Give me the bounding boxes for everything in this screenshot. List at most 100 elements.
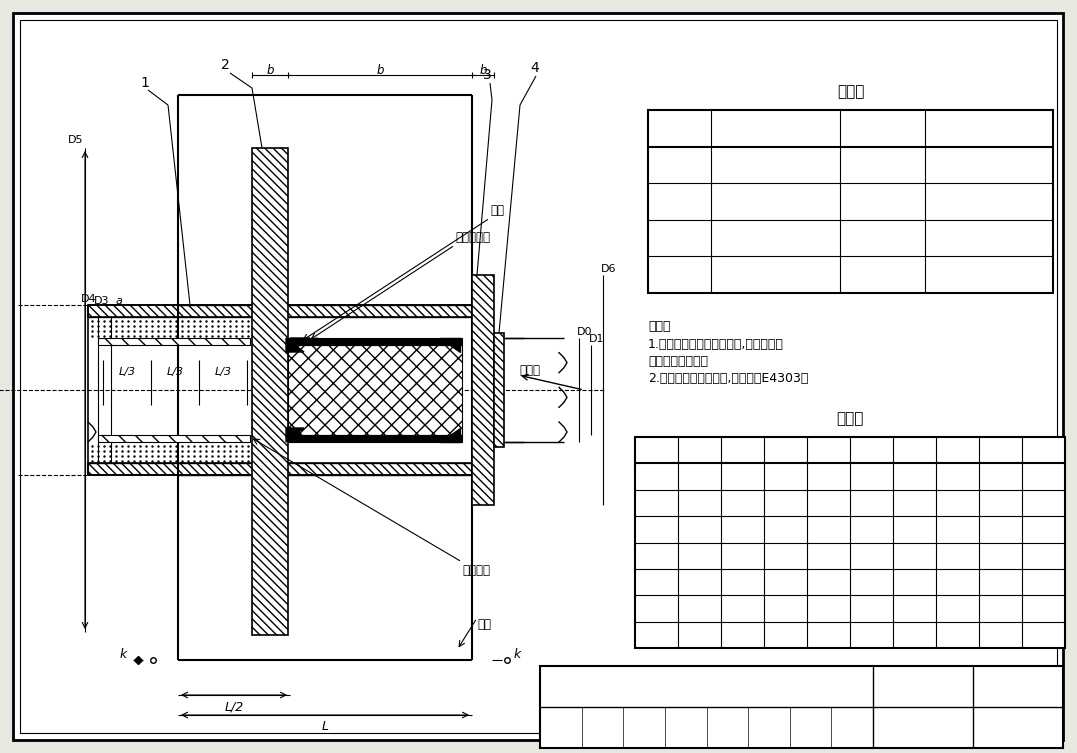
Text: D5: D5 bbox=[68, 135, 84, 145]
Text: 数 量: 数 量 bbox=[873, 122, 893, 135]
Text: 89: 89 bbox=[693, 523, 707, 536]
Text: 123: 123 bbox=[817, 496, 840, 510]
Text: k: k bbox=[514, 648, 520, 661]
Polygon shape bbox=[440, 428, 460, 442]
Bar bbox=[88, 463, 477, 475]
Text: L/3: L/3 bbox=[118, 367, 136, 377]
Text: 50: 50 bbox=[649, 470, 663, 483]
Text: 编 号: 编 号 bbox=[670, 122, 689, 135]
Text: 6: 6 bbox=[1039, 602, 1047, 615]
Text: b: b bbox=[266, 63, 274, 77]
Text: 100: 100 bbox=[645, 549, 668, 562]
Text: 图集号: 图集号 bbox=[881, 681, 900, 691]
Text: 固定法兰: 固定法兰 bbox=[760, 232, 791, 245]
Text: 75.5: 75.5 bbox=[686, 496, 713, 510]
Text: DN: DN bbox=[647, 444, 666, 456]
Text: a: a bbox=[115, 296, 123, 306]
Text: 225: 225 bbox=[861, 470, 883, 483]
Text: 161: 161 bbox=[817, 549, 840, 562]
Text: b: b bbox=[479, 63, 487, 77]
Text: 和固定法兰焊接。: 和固定法兰焊接。 bbox=[648, 355, 708, 368]
Text: 125: 125 bbox=[645, 575, 668, 589]
Bar bbox=[252, 148, 288, 635]
Text: 133: 133 bbox=[688, 575, 711, 589]
Text: 1: 1 bbox=[141, 76, 150, 90]
Polygon shape bbox=[440, 338, 460, 352]
Text: D: D bbox=[774, 442, 783, 455]
Text: 6: 6 bbox=[1039, 575, 1047, 589]
Bar bbox=[540, 666, 1063, 748]
Text: 1: 1 bbox=[879, 232, 886, 245]
Text: b: b bbox=[996, 444, 1005, 456]
Text: 275: 275 bbox=[817, 628, 840, 642]
Text: 223: 223 bbox=[904, 470, 926, 483]
Text: 1: 1 bbox=[879, 268, 886, 281]
Text: 221: 221 bbox=[817, 602, 840, 615]
Text: 8: 8 bbox=[1039, 628, 1047, 642]
Text: 材料表: 材料表 bbox=[837, 84, 864, 99]
Bar bbox=[98, 338, 250, 345]
Text: 汁枫: 汁枫 bbox=[638, 722, 651, 733]
Text: D: D bbox=[817, 442, 826, 455]
Text: D4: D4 bbox=[81, 294, 97, 304]
Text: L: L bbox=[322, 721, 328, 733]
Text: L/3: L/3 bbox=[214, 367, 232, 377]
Text: 4: 4 bbox=[1039, 496, 1047, 510]
Bar bbox=[648, 110, 1053, 293]
Text: 1: 1 bbox=[743, 448, 750, 458]
Text: 钢制套管: 钢制套管 bbox=[760, 158, 791, 172]
Polygon shape bbox=[286, 428, 304, 442]
Bar bbox=[98, 435, 250, 442]
Text: 12: 12 bbox=[993, 628, 1008, 642]
Text: 3.5: 3.5 bbox=[948, 470, 967, 483]
Bar bbox=[88, 305, 477, 317]
Text: 0: 0 bbox=[700, 448, 707, 458]
Text: D: D bbox=[731, 442, 741, 455]
Text: 4: 4 bbox=[1039, 470, 1047, 483]
Text: 80: 80 bbox=[649, 523, 663, 536]
Text: D6: D6 bbox=[601, 264, 617, 274]
Bar bbox=[178, 475, 472, 660]
Text: 16: 16 bbox=[1010, 721, 1026, 734]
Text: a: a bbox=[953, 444, 962, 456]
Text: 页: 页 bbox=[849, 722, 855, 733]
Text: 108: 108 bbox=[688, 549, 711, 562]
Text: 109: 109 bbox=[731, 549, 754, 562]
Polygon shape bbox=[290, 338, 310, 352]
Text: Q235-A: Q235-A bbox=[966, 195, 1012, 208]
Text: 3: 3 bbox=[482, 68, 491, 82]
Text: D1: D1 bbox=[589, 334, 605, 344]
Text: 6: 6 bbox=[954, 575, 962, 589]
Text: 10: 10 bbox=[993, 602, 1008, 615]
Text: 61: 61 bbox=[735, 470, 750, 483]
Text: Q235-A: Q235-A bbox=[966, 158, 1012, 172]
Text: 250: 250 bbox=[861, 523, 883, 536]
Text: 10: 10 bbox=[993, 470, 1008, 483]
Bar bbox=[88, 338, 250, 442]
Text: 1: 1 bbox=[879, 158, 886, 172]
Text: L/2: L/2 bbox=[224, 700, 243, 714]
Text: 校对: 校对 bbox=[680, 722, 691, 733]
Text: Q235-A: Q235-A bbox=[966, 232, 1012, 245]
Polygon shape bbox=[290, 428, 310, 442]
Text: 290: 290 bbox=[861, 575, 883, 589]
Text: 150: 150 bbox=[645, 602, 668, 615]
Bar bbox=[288, 435, 462, 442]
Text: 翼环: 翼环 bbox=[768, 195, 783, 208]
Text: 116: 116 bbox=[817, 470, 840, 483]
Text: 180: 180 bbox=[774, 575, 797, 589]
Text: 挡板: 挡板 bbox=[768, 268, 783, 281]
Text: 230: 230 bbox=[861, 496, 883, 510]
Text: 4: 4 bbox=[1039, 523, 1047, 536]
Text: 审核: 审核 bbox=[555, 722, 568, 733]
Text: 油麻: 油麻 bbox=[490, 203, 504, 217]
Text: 2: 2 bbox=[221, 58, 229, 72]
Text: 10: 10 bbox=[993, 549, 1008, 562]
Text: 200: 200 bbox=[645, 628, 668, 642]
Text: 4: 4 bbox=[531, 61, 540, 75]
Text: 142: 142 bbox=[817, 523, 840, 536]
Text: 6: 6 bbox=[954, 602, 962, 615]
Text: 6: 6 bbox=[915, 448, 922, 458]
Text: D0: D0 bbox=[577, 327, 592, 337]
Text: 设计: 设计 bbox=[763, 722, 775, 733]
